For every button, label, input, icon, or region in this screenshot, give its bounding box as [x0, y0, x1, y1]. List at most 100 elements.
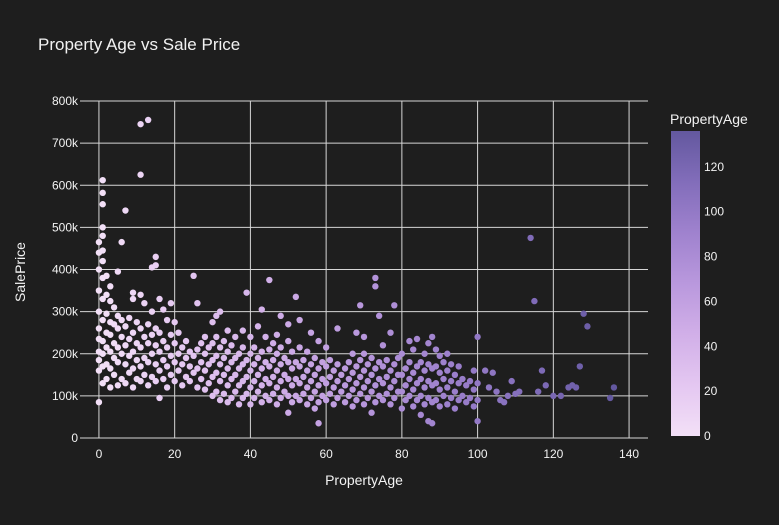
data-point [311, 354, 318, 362]
data-point [357, 356, 364, 364]
data-point [122, 342, 129, 349]
data-point [129, 348, 137, 355]
data-point [269, 356, 277, 364]
data-point [304, 348, 311, 355]
data-point [250, 394, 258, 402]
data-point [95, 308, 103, 315]
data-point [304, 384, 311, 391]
data-point [357, 373, 364, 381]
data-point [281, 371, 288, 379]
data-point [167, 371, 175, 379]
data-point [152, 377, 159, 385]
data-point [148, 373, 156, 381]
data-point [254, 371, 262, 379]
data-point [152, 253, 159, 261]
data-point [266, 380, 273, 387]
data-point [481, 367, 489, 374]
colorbar-tick-label: 120 [704, 160, 724, 174]
data-point [118, 350, 125, 357]
data-point [99, 337, 106, 345]
data-point [167, 300, 175, 307]
data-point [372, 382, 379, 389]
data-point [349, 386, 356, 393]
data-point [379, 380, 387, 387]
data-point [285, 321, 292, 328]
data-point [436, 352, 443, 360]
x-tick-label: 40 [244, 447, 258, 461]
data-point [375, 312, 383, 320]
data-point [296, 363, 303, 370]
data-point [474, 333, 481, 341]
data-point [421, 401, 428, 408]
data-point [338, 388, 345, 395]
data-point [126, 335, 133, 343]
data-point [213, 369, 220, 376]
data-point [353, 380, 360, 387]
data-point [372, 365, 379, 372]
data-point [307, 361, 315, 368]
data-point [300, 356, 307, 364]
x-tick-label: 60 [319, 447, 333, 461]
data-point [334, 394, 341, 402]
data-point [353, 396, 360, 404]
data-point [357, 390, 364, 397]
data-points [95, 116, 618, 427]
data-point [144, 382, 152, 389]
data-point [201, 350, 209, 357]
data-point [281, 388, 288, 395]
data-point [406, 375, 413, 383]
data-point [122, 207, 129, 214]
data-point [326, 356, 334, 364]
data-point [394, 354, 402, 362]
data-point [266, 276, 273, 284]
data-point [171, 358, 178, 366]
data-point [383, 373, 390, 381]
data-point [398, 371, 406, 379]
data-point [322, 380, 330, 387]
data-point [606, 394, 614, 402]
data-point [197, 358, 205, 366]
data-point [152, 342, 159, 349]
data-point [428, 420, 436, 427]
data-point [258, 382, 265, 389]
data-point [436, 369, 443, 376]
data-point [455, 363, 462, 370]
data-point [315, 382, 322, 389]
x-tick-label: 80 [395, 447, 409, 461]
data-point [99, 201, 106, 208]
data-point [137, 377, 144, 385]
data-point [421, 350, 428, 357]
data-point [379, 363, 387, 370]
data-point [372, 274, 379, 282]
grid-lines [80, 100, 648, 439]
data-point [277, 312, 284, 320]
x-tick-label: 140 [619, 447, 639, 461]
data-point [141, 371, 148, 379]
data-point [110, 321, 118, 328]
data-point [182, 373, 190, 381]
data-point [538, 367, 546, 374]
data-point [175, 329, 182, 336]
data-point [432, 363, 440, 370]
data-point [160, 337, 167, 345]
data-point [171, 377, 178, 385]
data-point [345, 358, 353, 366]
data-point [262, 333, 269, 341]
data-point [152, 325, 159, 332]
data-point [232, 371, 239, 379]
data-point [141, 300, 148, 307]
data-point [326, 390, 334, 397]
data-point [144, 358, 152, 366]
data-point [228, 342, 235, 349]
data-point [315, 337, 322, 345]
data-point [216, 361, 224, 368]
data-point [330, 384, 337, 391]
data-point [99, 247, 106, 254]
data-point [296, 380, 303, 387]
data-point [281, 354, 288, 362]
data-point [542, 382, 549, 389]
data-point [372, 398, 379, 406]
data-point [285, 392, 292, 400]
data-point [288, 348, 296, 355]
data-point [288, 398, 296, 406]
